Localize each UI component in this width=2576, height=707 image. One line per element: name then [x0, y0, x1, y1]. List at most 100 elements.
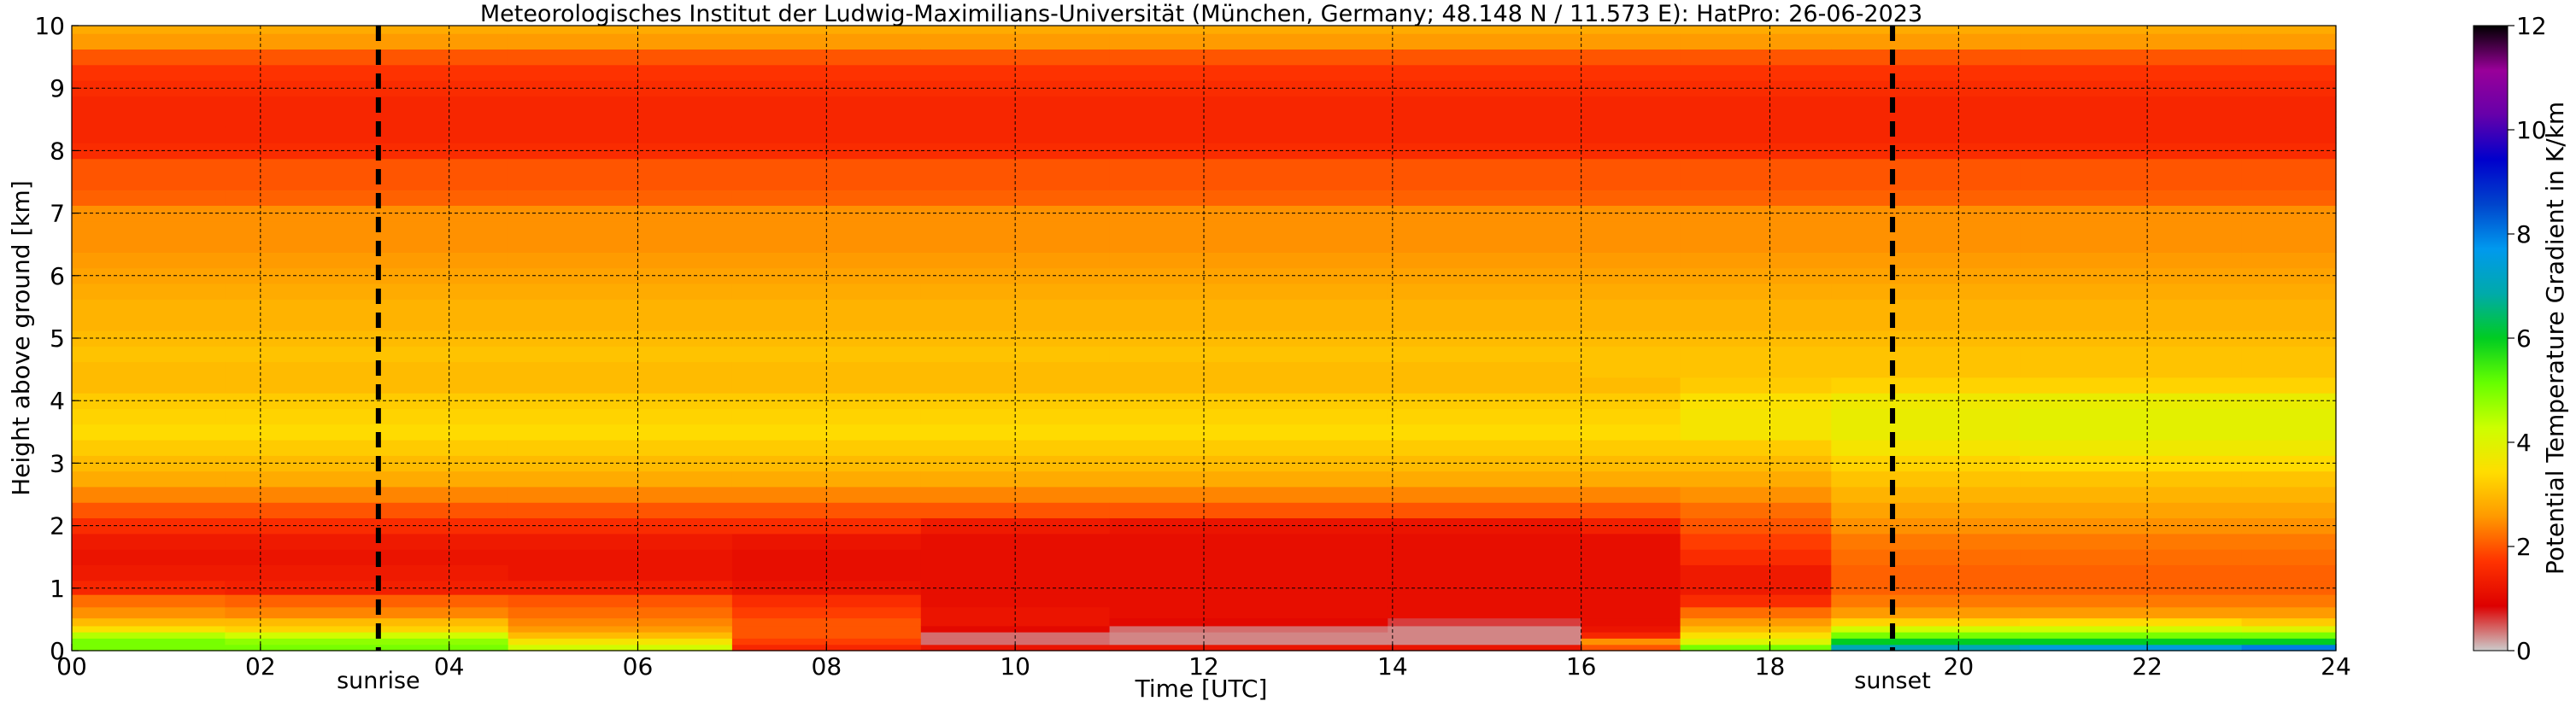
heatmap-cell: [1680, 625, 1832, 633]
heatmap-cell: [1109, 377, 1388, 394]
heatmap-cell: [72, 346, 226, 363]
heatmap-cell: [225, 126, 509, 143]
heatmap-cell: [225, 580, 509, 595]
heatmap-cell: [1831, 158, 2021, 175]
heatmap-cell: [72, 96, 226, 113]
heatmap-cell: [1680, 580, 1832, 595]
heatmap-cell: [1109, 470, 1388, 488]
heatmap-cell: [1831, 299, 2021, 316]
heatmap-cell: [225, 502, 509, 518]
heatmap-cell: [72, 111, 226, 128]
heatmap-cell: [1388, 237, 1582, 253]
heatmap-cell: [1109, 314, 1388, 331]
heatmap-cell: [1581, 96, 1681, 113]
heatmap-cell: [1388, 126, 1582, 143]
heatmap-cell: [1680, 502, 1832, 518]
heatmap-cell: [920, 625, 1111, 633]
heatmap-cell: [225, 33, 509, 50]
x-tick-label: 24: [2321, 652, 2351, 681]
heatmap-cell: [1388, 190, 1582, 206]
heatmap-cell: [1581, 644, 1681, 651]
y-tick-label: 3: [50, 449, 65, 477]
heatmap-cell: [2020, 533, 2243, 550]
heatmap-cell: [1109, 299, 1388, 316]
heatmap-cell: [2241, 299, 2337, 316]
heatmap-cell: [1109, 393, 1388, 409]
heatmap-cell: [1581, 80, 1681, 96]
heatmap-cell: [508, 252, 733, 269]
heatmap-cell: [508, 594, 733, 608]
colorbar-label: Potential Temperature Gradient in K/km: [2541, 102, 2569, 575]
colorbar-tick-label: 12: [2516, 12, 2547, 40]
heatmap-cell: [920, 237, 1111, 253]
x-tick-label: 22: [2132, 652, 2162, 681]
heatmap-cell: [508, 143, 733, 160]
heatmap-cell: [920, 617, 1111, 627]
heatmap-cell: [1109, 26, 1388, 34]
heatmap-cell: [1388, 361, 1582, 378]
heatmap-cell: [1388, 33, 1582, 50]
heatmap-cell: [920, 26, 1111, 34]
heatmap-cell: [2020, 377, 2243, 394]
heatmap-cell: [508, 517, 733, 535]
heatmap-cell: [1581, 190, 1681, 206]
heatmap-cell: [72, 237, 226, 253]
heatmap-cell: [1831, 126, 2021, 143]
heatmap-cell: [1831, 237, 2021, 253]
heatmap-cell: [225, 26, 509, 34]
marker-label-sunset: sunset: [1854, 668, 1931, 694]
heatmap-cell: [1388, 564, 1582, 581]
heatmap-cell: [225, 644, 509, 651]
heatmap-cell: [2241, 346, 2337, 363]
heatmap-cell: [2241, 143, 2337, 160]
heatmap-cell: [2241, 80, 2337, 96]
heatmap-cell: [920, 632, 1111, 639]
heatmap-cell: [1388, 252, 1582, 269]
heatmap-cell: [225, 220, 509, 237]
heatmap-cell: [225, 564, 509, 581]
heatmap-cell: [731, 26, 922, 34]
heatmap-cell: [1581, 632, 1681, 639]
heatmap-cell: [1581, 502, 1681, 518]
colorbar-tick-label: 8: [2516, 220, 2532, 248]
heatmap-cell: [72, 361, 226, 378]
heatmap-cell: [508, 632, 733, 639]
heatmap-cell: [1831, 64, 2021, 81]
x-tick-label: 08: [812, 652, 842, 681]
heatmap-cell: [1831, 361, 2021, 378]
x-axis: 00 02 04 06 08 10 12 14 16 18 20 22 24: [56, 644, 2351, 681]
heatmap-cell: [2241, 617, 2337, 627]
heatmap-cell: [2241, 580, 2337, 595]
heatmap-cell: [1109, 625, 1388, 633]
heatmap-cell: [1831, 111, 2021, 128]
heatmap-cell: [1831, 440, 2021, 456]
heatmap-cell: [1109, 580, 1388, 595]
heatmap-cell: [1581, 314, 1681, 331]
heatmap-cell: [1581, 49, 1681, 66]
heatmap-cell: [1581, 158, 1681, 175]
heatmap-cell: [1581, 377, 1681, 394]
heatmap-cell: [1831, 424, 2021, 441]
heatmap-cell: [920, 314, 1111, 331]
heatmap-cell: [2020, 408, 2243, 425]
heatmap-cell: [1581, 594, 1681, 608]
heatmap-cell: [1831, 638, 2021, 646]
heatmap-cell: [1831, 580, 2021, 595]
heatmap-cell: [1109, 617, 1388, 627]
heatmap-cell: [225, 283, 509, 300]
heatmap-cell: [1581, 470, 1681, 488]
heatmap-cell: [2241, 33, 2337, 50]
heatmap-cell: [1388, 26, 1582, 34]
heatmap-cell: [225, 346, 509, 363]
heatmap-cell: [1388, 283, 1582, 300]
heatmap-cell: [508, 220, 733, 237]
heatmap-cell: [920, 517, 1111, 535]
heatmap-cell: [2241, 111, 2337, 128]
heatmap-cell: [1680, 126, 1832, 143]
heatmap-cell: [72, 220, 226, 237]
heatmap-cell: [1831, 502, 2021, 518]
y-tick-label: 9: [50, 74, 65, 102]
heatmap-cell: [225, 252, 509, 269]
